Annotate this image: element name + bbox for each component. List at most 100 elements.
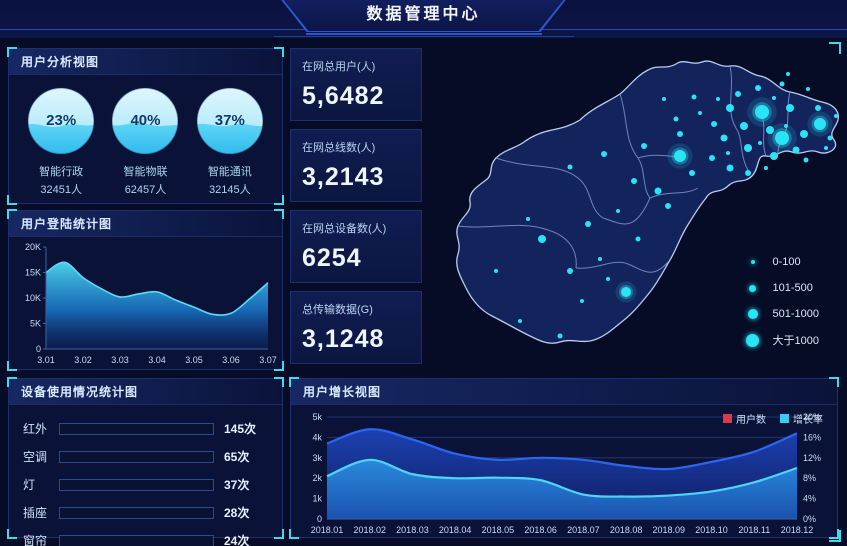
map-legend-label: 大于1000 bbox=[772, 335, 819, 347]
corner-bracket bbox=[7, 209, 17, 219]
liquid-gauge-svg bbox=[196, 87, 264, 155]
svg-text:5K: 5K bbox=[30, 319, 41, 329]
header-bar: 数据管理中心 bbox=[0, 0, 847, 38]
svg-text:2018.12: 2018.12 bbox=[781, 525, 814, 535]
svg-text:2018.09: 2018.09 bbox=[653, 525, 686, 535]
map-legend-label: 101-500 bbox=[772, 282, 813, 294]
stat-card-total-lines: 在网总线数(人) 3,2143 bbox=[290, 129, 422, 202]
svg-text:3.05: 3.05 bbox=[185, 355, 203, 365]
gauge-label: 智能通讯 bbox=[207, 166, 252, 178]
panel-title-user-growth: 用户增长视图 bbox=[291, 379, 837, 405]
bar-row-infrared: 红外 145次 bbox=[23, 418, 268, 439]
svg-text:3.03: 3.03 bbox=[111, 355, 129, 365]
bar-label: 红外 bbox=[23, 422, 48, 436]
svg-text:20K: 20K bbox=[25, 242, 41, 252]
corner-bracket bbox=[7, 195, 17, 205]
bar-track bbox=[59, 422, 214, 435]
bar-track bbox=[59, 506, 214, 519]
corner-bracket bbox=[7, 361, 17, 371]
svg-text:3.04: 3.04 bbox=[148, 355, 166, 365]
corner-bracket bbox=[7, 529, 17, 539]
legend-dot-box bbox=[745, 284, 761, 292]
map-legend-row: 0-100 bbox=[745, 249, 820, 275]
bar-label: 灯 bbox=[23, 478, 36, 492]
legend-dot-box bbox=[745, 309, 761, 319]
svg-text:0: 0 bbox=[36, 344, 41, 354]
legend-item-users[interactable]: 用户数 bbox=[723, 411, 766, 426]
panel-title-login-stats: 用户登陆统计图 bbox=[9, 211, 282, 237]
bar-track bbox=[59, 478, 214, 491]
bar-row-light: 灯 37次 bbox=[23, 474, 268, 495]
page-title: 数据管理中心 bbox=[284, 0, 564, 31]
svg-text:2018.06: 2018.06 bbox=[524, 525, 557, 535]
growth-chart-legend: 用户数 增长率 bbox=[723, 411, 823, 426]
legend-label: 增长率 bbox=[793, 415, 823, 426]
bar-label: 插座 bbox=[23, 506, 48, 520]
corner-bracket bbox=[7, 47, 17, 57]
svg-text:2018.05: 2018.05 bbox=[482, 525, 515, 535]
growth-area-chart: 0 1k 2k 3k 4k 5k 0% 4% 8% 12% 16% 20% 2018.01 2018.02… bbox=[311, 412, 821, 535]
svg-text:5k: 5k bbox=[312, 412, 322, 422]
panel-login-stats: 用户登陆统计图 0 5K 10K 15K 20K 3.01 3.02 3.03 3.04 3.05… bbox=[7, 209, 284, 371]
liquid-gauge: 23% bbox=[25, 85, 97, 157]
bar-value: 28次 bbox=[224, 506, 250, 520]
stat-label: 在网总设备数(人) bbox=[302, 223, 387, 235]
stat-label: 总传输数据(G) bbox=[302, 304, 373, 316]
bar-row-curtain: 窗帘 24次 bbox=[23, 530, 268, 546]
bubble-size-icon bbox=[747, 309, 758, 319]
svg-text:2k: 2k bbox=[312, 473, 322, 483]
svg-text:2018.02: 2018.02 bbox=[353, 525, 386, 535]
map-legend-row: 501-1000 bbox=[745, 301, 820, 327]
bar-value: 145次 bbox=[224, 422, 257, 436]
svg-text:2018.08: 2018.08 bbox=[610, 525, 643, 535]
svg-text:3.06: 3.06 bbox=[222, 355, 240, 365]
svg-text:16%: 16% bbox=[803, 432, 821, 442]
stat-card-total-users: 在网总用户(人) 5,6482 bbox=[290, 48, 422, 121]
bar-row-aircon: 空调 65次 bbox=[23, 446, 268, 467]
gauge-percent: 40% bbox=[130, 112, 161, 129]
bar-value: 65次 bbox=[224, 450, 250, 464]
gauge-iot: 40% 智能物联 62457人 bbox=[105, 85, 185, 197]
legend-swatch-users bbox=[723, 414, 732, 423]
stat-value: 3,2143 bbox=[302, 163, 385, 191]
legend-dot-box bbox=[745, 260, 761, 264]
gauge-percent: 37% bbox=[214, 112, 245, 129]
svg-text:3k: 3k bbox=[312, 453, 322, 463]
gauge-count: 32451人 bbox=[40, 184, 82, 196]
legend-label: 用户数 bbox=[736, 415, 766, 426]
map-legend-label: 501-1000 bbox=[772, 308, 820, 320]
bar-track bbox=[59, 534, 214, 546]
panel-user-growth: 用户增长视图 用户数 增长率 0 1k 2k 3k 4k 5 bbox=[289, 377, 839, 539]
liquid-gauge: 40% bbox=[109, 85, 181, 157]
svg-text:1k: 1k bbox=[312, 494, 322, 504]
svg-text:8%: 8% bbox=[803, 473, 816, 483]
svg-text:4%: 4% bbox=[803, 494, 816, 504]
bubble-size-icon bbox=[750, 260, 755, 264]
bubble-size-icon bbox=[749, 284, 756, 292]
corner-bracket bbox=[829, 377, 839, 387]
gauge-percent: 23% bbox=[46, 112, 77, 129]
gauge-count: 62457人 bbox=[124, 184, 167, 196]
corner-bracket bbox=[289, 377, 299, 387]
stat-card-total-transfer: 总传输数据(G) 3,1248 bbox=[290, 291, 422, 364]
bar-label: 空调 bbox=[23, 450, 48, 464]
corner-bracket bbox=[7, 377, 17, 387]
panel-device-usage: 设备使用情况统计图 红外 145次 空调 65次 灯 37次 插座 28次 bbox=[7, 377, 284, 546]
corner-bracket bbox=[274, 47, 284, 57]
map-container: 0-100 101-500 501-1000 大于1000 bbox=[430, 40, 847, 375]
svg-text:2018.03: 2018.03 bbox=[396, 525, 429, 535]
corner-bracket bbox=[829, 530, 841, 542]
corner-bracket bbox=[274, 209, 284, 219]
map-legend: 0-100 101-500 501-1000 大于1000 bbox=[745, 249, 820, 353]
login-area-chart: 0 5K 10K 15K 20K 3.01 3.02 3.03 3.04 3.05 3.06 3.07 bbox=[25, 242, 277, 365]
svg-text:2018.11: 2018.11 bbox=[738, 525, 770, 535]
corner-bracket bbox=[274, 361, 284, 371]
gauge-admin: 23% 智能行政 32451人 bbox=[21, 85, 101, 197]
gauge-row: 23% 智能行政 32451人 bbox=[9, 75, 282, 197]
gauge-comm: 37% 智能通讯 32145人 bbox=[190, 85, 270, 197]
legend-item-growth-rate[interactable]: 增长率 bbox=[780, 411, 823, 426]
map-legend-row: 大于1000 bbox=[745, 327, 820, 353]
svg-text:12%: 12% bbox=[803, 453, 821, 463]
stat-label: 在网总用户(人) bbox=[302, 61, 376, 73]
device-bars: 红外 145次 空调 65次 灯 37次 插座 28次 窗帘 bbox=[9, 405, 282, 546]
